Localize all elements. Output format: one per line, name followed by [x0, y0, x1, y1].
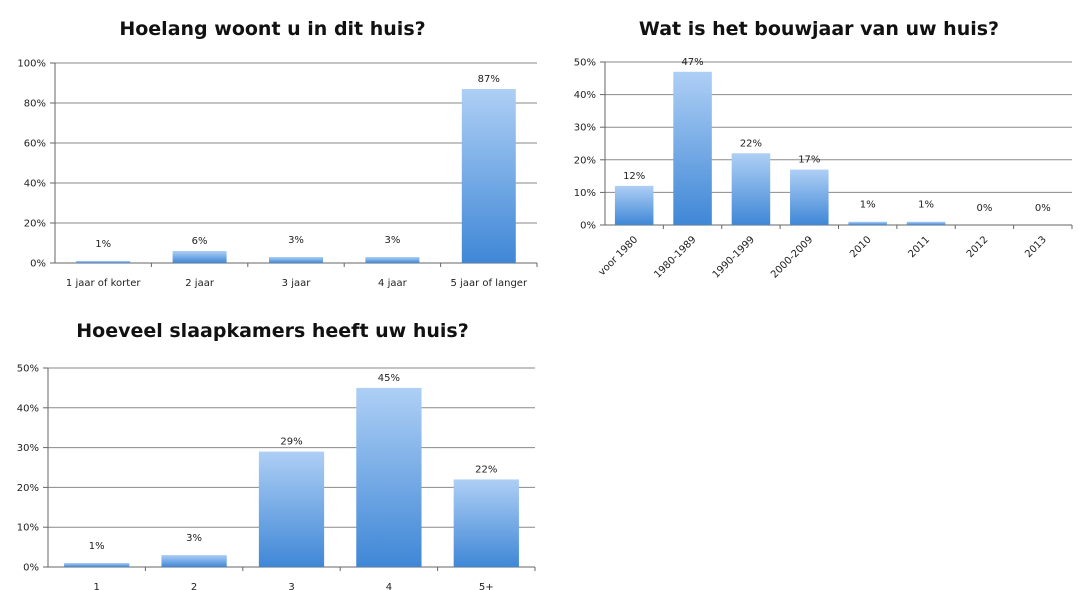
bar — [172, 251, 227, 263]
data-label: 3% — [288, 235, 304, 246]
data-label: 17% — [798, 155, 820, 166]
y-tick-label: 20% — [574, 155, 596, 166]
y-tick-label: 40% — [24, 179, 46, 190]
x-tick-label: 5+ — [479, 582, 494, 590]
bar — [673, 71, 712, 225]
bar — [269, 257, 323, 263]
chart-plot: 0% 20% 40% 60% 80% 100% 1% 1 jaar of korter 6% 2 … — [17, 59, 538, 289]
data-label: 3% — [384, 235, 400, 246]
y-tick-label: 0% — [30, 259, 46, 270]
x-tick-label: 1980-1989 — [652, 234, 698, 280]
data-label: 22% — [740, 138, 762, 149]
y-tick-label: 0% — [23, 563, 39, 574]
y-tick-label: 50% — [17, 364, 39, 375]
bar — [906, 221, 946, 225]
data-label: 1% — [89, 541, 105, 552]
y-tick-label: 80% — [24, 99, 46, 110]
y-tick-label: 20% — [24, 219, 46, 230]
data-label: 45% — [378, 373, 400, 384]
x-tick-label: 5 jaar of langer — [451, 278, 528, 289]
y-tick-label: 0% — [580, 221, 596, 232]
chart-build-year: Wat is het bouwjaar van uw huis? 0% 10% 20… — [560, 0, 1078, 300]
y-tick-label: 30% — [17, 443, 39, 454]
y-tick-label: 60% — [24, 139, 46, 150]
chart-plot: 0% 10% 20% 30% 40% 50% 1% 1 3% 2 29% 3 45% 4 22% 5+ — [17, 364, 536, 590]
x-tick-label: 2011 — [906, 234, 932, 260]
chart-title: Wat is het bouwjaar van uw huis? — [638, 18, 1000, 40]
data-label: 1% — [860, 200, 876, 211]
bar — [848, 221, 887, 225]
x-tick-label: 4 jaar — [378, 278, 408, 289]
x-tick-label: 4 — [386, 582, 392, 590]
y-tick-label: 40% — [574, 90, 596, 101]
data-label: 0% — [1035, 203, 1051, 214]
bar — [76, 261, 131, 263]
x-tick-label: 2013 — [1023, 234, 1049, 260]
chart-title: Hoeveel slaapkamers heeft uw huis? — [76, 320, 469, 342]
y-tick-label: 30% — [574, 123, 596, 134]
bar — [614, 185, 654, 225]
y-tick-label: 20% — [17, 483, 39, 494]
x-tick-label: 1 — [94, 582, 100, 590]
data-label: 47% — [681, 57, 703, 68]
chart-plot: 0% 10% 20% 30% 40% 50% 12% voor 1980 47% 1980-198… — [574, 57, 1073, 281]
chart-bedrooms: Hoeveel slaapkamers heeft uw huis? 0% 10%… — [0, 310, 545, 590]
bar — [453, 479, 519, 567]
data-label: 3% — [186, 533, 202, 544]
x-tick-label: 2010 — [848, 234, 874, 260]
data-label: 87% — [478, 74, 500, 85]
chart-tenure: Hoelang woont u in dit huis? 0% 20% 40% 60%… — [0, 0, 545, 300]
data-label: 1% — [95, 239, 111, 250]
bar — [365, 257, 420, 263]
bar — [790, 169, 829, 225]
bar — [461, 89, 516, 263]
chart-title: Hoelang woont u in dit huis? — [119, 18, 426, 40]
bar — [731, 153, 771, 225]
x-tick-label: 1 jaar of korter — [66, 278, 141, 289]
x-tick-label: 2 jaar — [185, 278, 215, 289]
y-tick-label: 10% — [17, 523, 39, 534]
data-label: 6% — [192, 236, 208, 247]
data-label: 29% — [280, 437, 302, 448]
data-label: 0% — [977, 203, 993, 214]
bar — [64, 563, 130, 567]
y-tick-label: 10% — [574, 188, 596, 199]
x-tick-label: 3 jaar — [282, 278, 312, 289]
x-tick-label: 1990-1999 — [711, 234, 757, 280]
x-tick-label: 2 — [191, 582, 197, 590]
bar — [258, 451, 325, 567]
y-tick-label: 40% — [17, 403, 39, 414]
y-tick-label: 100% — [17, 59, 46, 70]
x-tick-label: 2000-2009 — [769, 234, 815, 280]
x-tick-label: 2012 — [965, 234, 991, 260]
bar — [356, 387, 422, 567]
bar — [161, 555, 227, 567]
data-label: 22% — [475, 464, 497, 475]
x-tick-label: 3 — [288, 582, 294, 590]
data-label: 12% — [623, 171, 645, 182]
y-tick-label: 50% — [574, 58, 596, 69]
data-label: 1% — [918, 200, 934, 211]
x-tick-label: voor 1980 — [597, 234, 641, 278]
